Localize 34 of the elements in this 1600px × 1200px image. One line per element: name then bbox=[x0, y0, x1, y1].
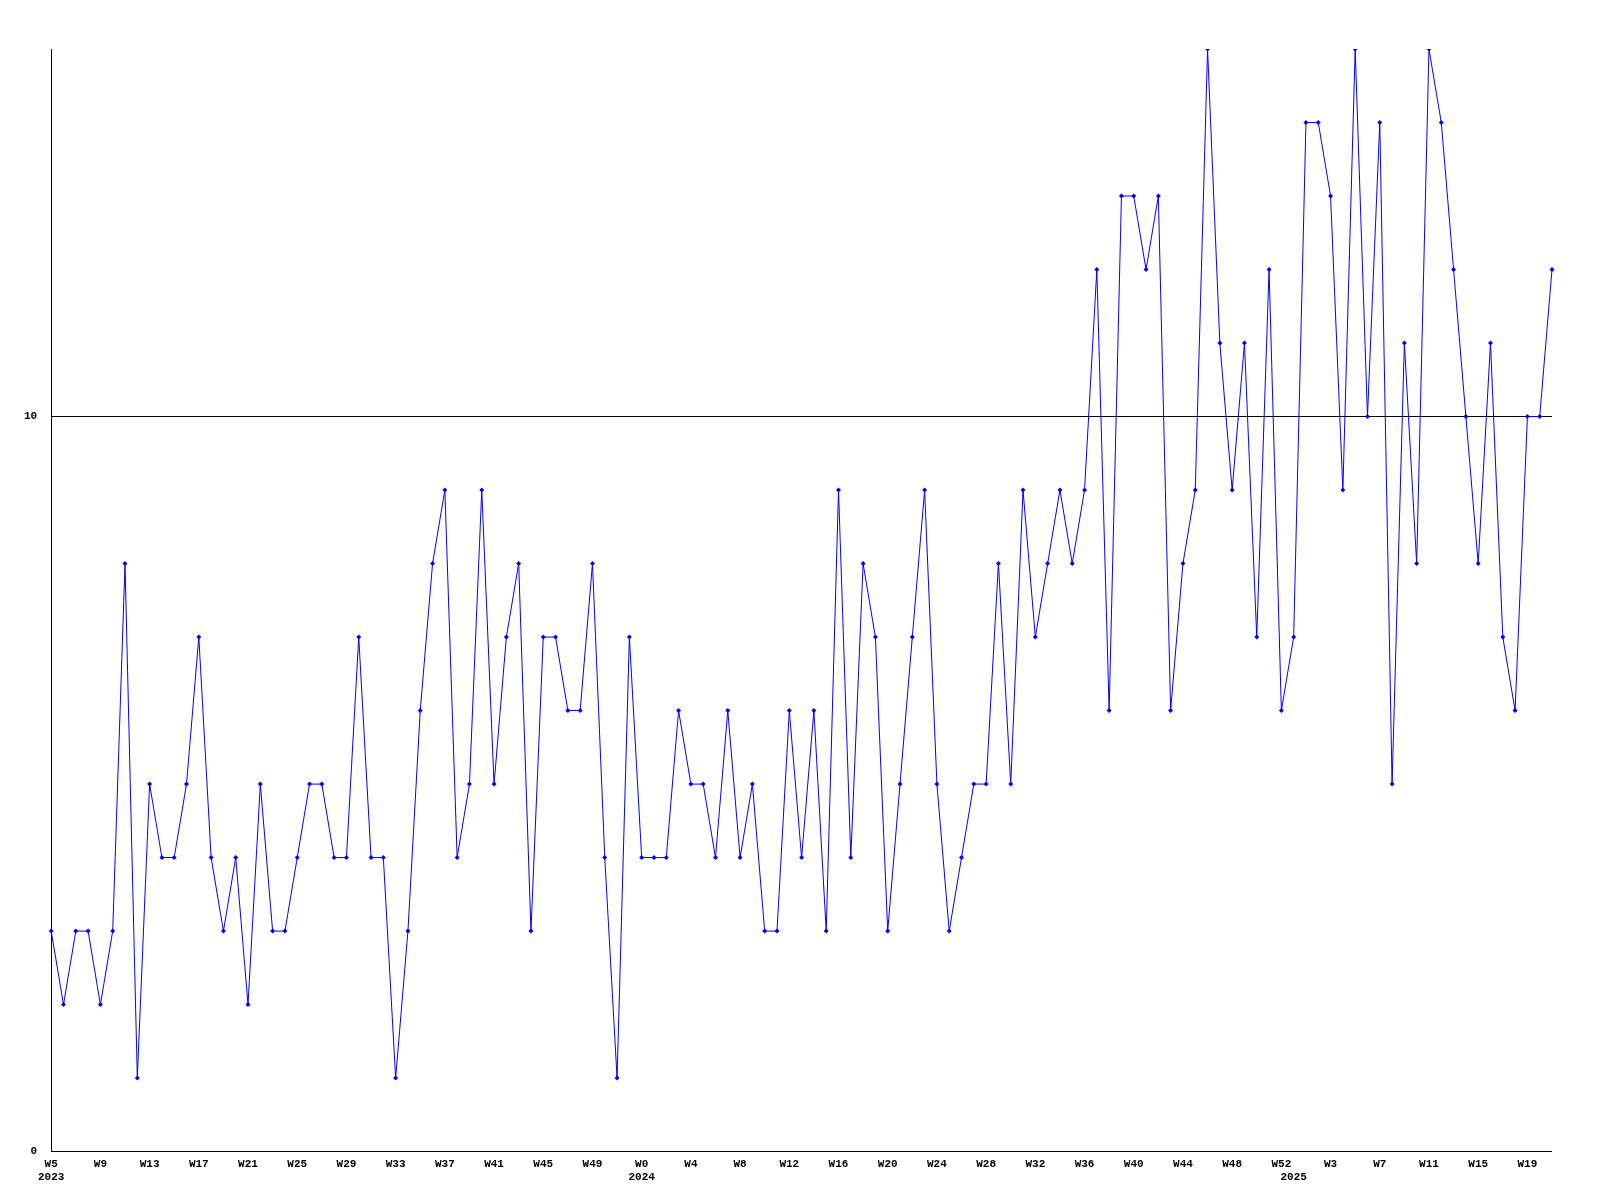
x-tick-label: W29 bbox=[336, 1157, 357, 1170]
x-tick-label: W16 bbox=[828, 1157, 849, 1170]
x-tick-label: W3 bbox=[1323, 1157, 1338, 1170]
x-tick-label: W0 2024 bbox=[628, 1157, 656, 1184]
x-tick-label: W37 bbox=[434, 1157, 455, 1170]
x-tick-label: W20 bbox=[877, 1157, 898, 1170]
x-tick-label: W19 bbox=[1517, 1157, 1538, 1170]
x-tick-label: W28 bbox=[976, 1157, 997, 1170]
x-tick-label: W4 bbox=[684, 1157, 698, 1170]
x-tick-label: W17 bbox=[188, 1157, 209, 1170]
x-tick-label: W33 bbox=[385, 1157, 406, 1170]
x-tick-label: W45 bbox=[533, 1157, 554, 1170]
x-tick-label: W11 bbox=[1419, 1157, 1440, 1170]
y-tick-label: 10 bbox=[24, 410, 38, 423]
x-tick-label: W5 2023 bbox=[38, 1157, 65, 1184]
x-tick-label: 2025 bbox=[1280, 1171, 1308, 1184]
x-tick-label: W9 bbox=[93, 1157, 108, 1170]
x-tick-label: W8 bbox=[733, 1157, 748, 1170]
x-tick-label: W24 bbox=[927, 1157, 948, 1170]
x-tick-label: W36 bbox=[1074, 1157, 1095, 1170]
x-tick-label: W40 bbox=[1123, 1157, 1144, 1170]
x-tick-label: W15 bbox=[1468, 1157, 1489, 1170]
x-tick-label: W13 bbox=[139, 1157, 160, 1170]
x-tick-label: W41 bbox=[484, 1157, 505, 1170]
x-tick-label: W44 bbox=[1173, 1157, 1194, 1170]
x-tick-label: W32 bbox=[1025, 1157, 1046, 1170]
x-tick-label: W7 bbox=[1373, 1157, 1387, 1170]
x-tick-label: W52 bbox=[1271, 1157, 1292, 1170]
x-tick-label: W49 bbox=[582, 1157, 603, 1170]
y-tick-label: 0 bbox=[30, 1145, 38, 1158]
x-tick-label: W25 bbox=[287, 1157, 308, 1170]
x-tick-label: W21 bbox=[238, 1157, 259, 1170]
x-tick-label: W12 bbox=[779, 1157, 800, 1170]
x-tick-label: W48 bbox=[1222, 1157, 1243, 1170]
